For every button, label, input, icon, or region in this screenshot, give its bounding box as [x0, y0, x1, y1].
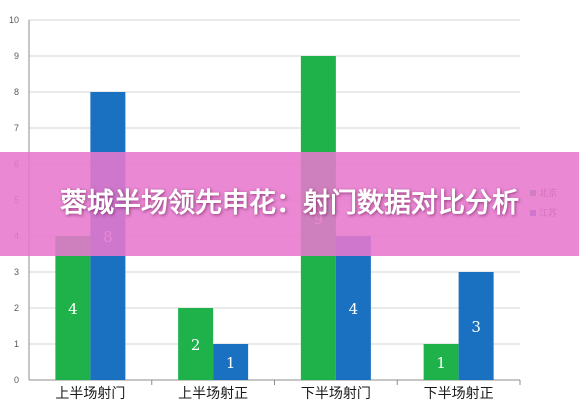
bar-jiangsu	[458, 272, 494, 380]
bar-beijing	[55, 236, 91, 380]
y-tick-label: 3	[14, 267, 19, 277]
data-label: 2	[191, 336, 201, 354]
data-label: 4	[68, 300, 78, 318]
y-tick-label: 8	[14, 87, 19, 97]
x-tick-label: 下半场射正	[424, 386, 494, 402]
data-label: 4	[349, 300, 359, 318]
data-label: 3	[471, 318, 481, 336]
y-tick-label: 2	[14, 303, 19, 313]
title-banner: 蓉城半场领先申花：射门数据对比分析	[0, 152, 579, 256]
y-tick-label: 0	[14, 375, 19, 385]
bar-jiangsu	[213, 344, 249, 380]
data-label: 1	[436, 354, 446, 372]
banner-title: 蓉城半场领先申花：射门数据对比分析	[60, 188, 519, 219]
y-tick-label: 7	[14, 123, 19, 133]
bar-beijing	[423, 344, 459, 380]
bar-jiangsu	[335, 236, 371, 380]
x-tick-label: 上半场射门	[55, 386, 125, 402]
data-label: 1	[226, 354, 236, 372]
y-tick-label: 10	[9, 15, 19, 25]
x-tick-label: 下半场射门	[301, 386, 371, 402]
y-tick-label: 9	[14, 51, 19, 61]
y-tick-label: 1	[14, 339, 19, 349]
bar-beijing	[178, 308, 214, 380]
x-tick-label: 上半场射正	[178, 386, 248, 402]
